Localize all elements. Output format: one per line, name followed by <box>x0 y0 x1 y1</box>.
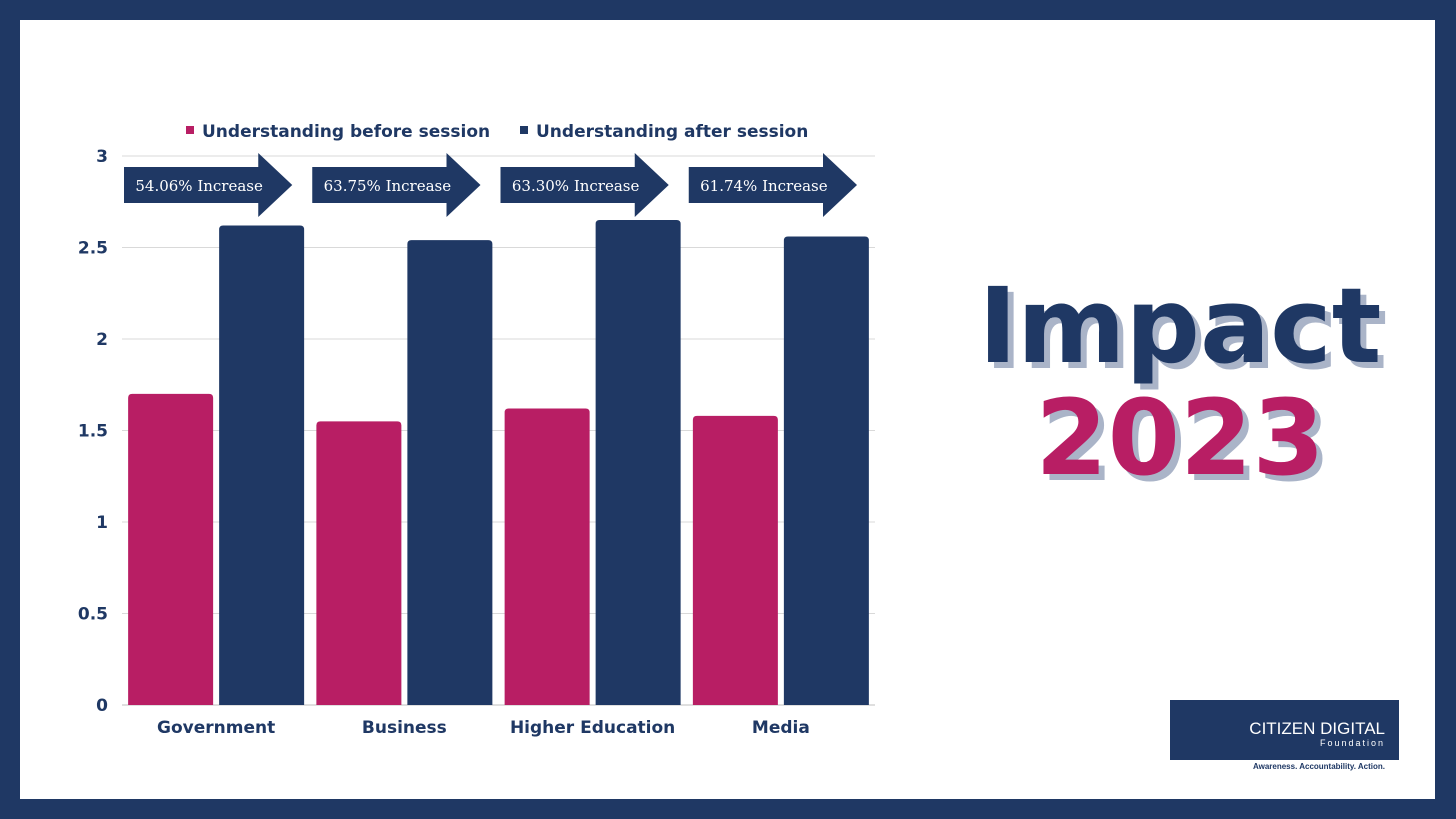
y-tick-label: 2 <box>96 330 108 350</box>
legend-label-before: Understanding before session <box>202 122 490 142</box>
y-tick-label: 2.5 <box>78 239 108 259</box>
legend-label-after: Understanding after session <box>536 122 808 142</box>
increase-arrow <box>312 153 481 217</box>
slide-panel: 0 0.5 1 1.5 2 2.5 3 Government 54.06% Increase Bu… <box>20 20 1435 799</box>
bar-before <box>316 421 402 705</box>
x-tick-label: Business <box>362 718 447 738</box>
y-tick-label: 1.5 <box>78 422 108 442</box>
increase-arrow <box>124 153 293 217</box>
bar-after <box>219 225 305 706</box>
logo-tagline: Awareness. Accountability. Action. <box>1252 762 1385 771</box>
bar-after <box>783 236 869 705</box>
bar-before <box>504 408 590 705</box>
y-tick-label: 0.5 <box>78 605 108 625</box>
logo-name: CITIZEN DIGITAL <box>1249 719 1385 738</box>
bar-after <box>595 220 681 706</box>
bar-before <box>692 415 778 705</box>
increase-arrow <box>500 153 669 217</box>
x-tick-label: Government <box>157 718 275 738</box>
title-block: Impact 2023 <box>950 270 1410 494</box>
title-impact: Impact <box>978 265 1382 387</box>
increase-label: 63.75% Increase <box>324 177 452 195</box>
legend-swatch-after <box>520 126 528 134</box>
y-tick-label: 3 <box>96 147 108 167</box>
bar-before <box>128 393 214 705</box>
y-tick-label: 0 <box>96 696 108 716</box>
increase-label: 54.06% Increase <box>135 177 263 195</box>
bar-chart: 0 0.5 1 1.5 2 2.5 3 Government 54.06% Increase Bu… <box>78 122 875 738</box>
logo-sub: Foundation <box>1319 738 1385 748</box>
bar-after <box>407 240 493 705</box>
title-year: 2023 <box>1035 377 1325 499</box>
legend-swatch-before <box>186 126 194 134</box>
increase-arrow <box>688 153 857 217</box>
x-tick-label: Higher Education <box>510 718 675 738</box>
increase-label: 61.74% Increase <box>700 177 828 195</box>
logo: CITIZEN DIGITAL Foundation <box>1170 700 1399 760</box>
increase-label: 63.30% Increase <box>512 177 640 195</box>
y-tick-label: 1 <box>96 513 108 533</box>
x-tick-label: Media <box>752 718 810 738</box>
